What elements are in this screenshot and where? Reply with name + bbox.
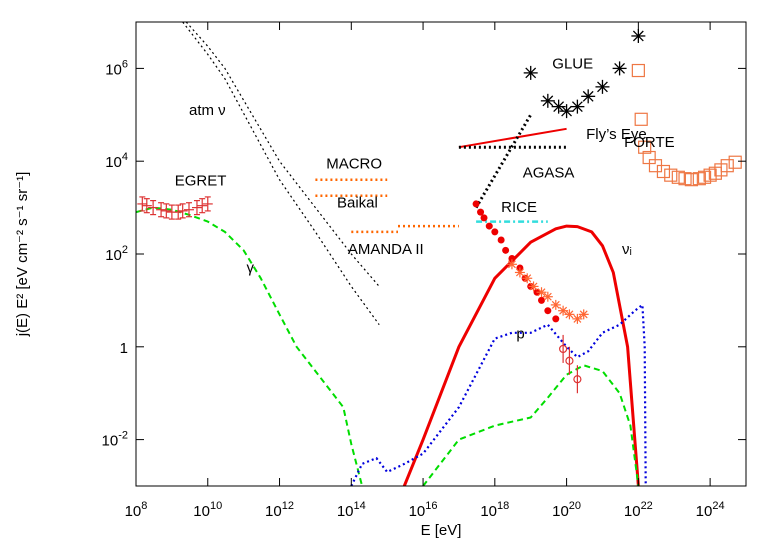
series-atm1 <box>185 22 380 287</box>
annotation-label: atm ν <box>189 102 226 119</box>
point-forte <box>692 172 706 186</box>
point-forte <box>728 155 742 169</box>
point-glue <box>581 89 596 104</box>
y-tick-label: 104 <box>105 151 128 171</box>
point-uhecr_red <box>538 296 546 304</box>
point-uhecr_tail <box>573 365 582 394</box>
y-axis-label: j(E) E² [eV cm⁻² s⁻¹ sr⁻¹] <box>14 172 31 338</box>
point-egret <box>191 200 202 216</box>
point-forte <box>703 168 717 182</box>
point-glue <box>631 28 646 43</box>
series-layer <box>136 22 647 486</box>
plot-frame <box>135 21 747 487</box>
point-glue <box>540 93 555 108</box>
annotation-layer: atm ν EGRET γ MACRO Baikal AMANDA II GLUE Fly’s… <box>175 55 675 342</box>
point-forte <box>631 63 645 78</box>
point-egret <box>148 200 159 216</box>
point-forte <box>671 170 685 184</box>
point-egret <box>177 203 188 219</box>
point-forte <box>638 140 652 154</box>
point-egret <box>197 198 208 214</box>
point-glue <box>612 61 627 76</box>
point-uhecr_orange <box>550 299 561 310</box>
series-gamma <box>136 206 364 486</box>
point-uhecr_red <box>497 236 505 244</box>
point-glue <box>559 104 574 119</box>
x-tick-label: 1010 <box>193 500 222 520</box>
point-egret <box>202 196 213 212</box>
annotation-label: MACRO <box>326 155 382 172</box>
point-uhecr_orange <box>528 281 539 292</box>
point-uhecr_red <box>472 200 480 208</box>
point-uhecr_red <box>485 222 493 230</box>
annotation-label: RICE <box>501 199 537 216</box>
annotation-label: Baikal <box>337 195 378 212</box>
point-uhecr_orange <box>506 259 517 270</box>
point-uhecr_red <box>544 307 552 315</box>
point-uhecr_red <box>491 228 499 236</box>
x-tick-label: 1012 <box>265 500 294 520</box>
ticks-layer: 108 1010 1012 1014 1016 1018 1020 1022 1024 10-2 1… <box>102 22 746 520</box>
point-glue <box>551 99 566 114</box>
x-tick-label: 108 <box>125 500 148 520</box>
point-uhecr_orange <box>564 309 575 320</box>
point-glue <box>570 99 585 114</box>
point-uhecr_red <box>480 214 488 222</box>
annotation-label: AMANDA II <box>348 241 424 258</box>
x-tick-label: 1014 <box>337 500 366 520</box>
point-egret <box>161 203 172 219</box>
x-axis-label: E [eV] <box>421 522 462 539</box>
annotation-label: EGRET <box>175 172 227 189</box>
y-tick-label: 1 <box>120 340 128 357</box>
point-uhecr_tail <box>565 346 574 375</box>
point-uhecr_orange <box>578 309 589 320</box>
annotation-label: νᵢ <box>622 241 632 258</box>
y-tick-label: 10-2 <box>102 430 128 450</box>
series-p <box>350 303 647 486</box>
series-glue_limit <box>474 114 532 209</box>
x-tick-label: 1018 <box>480 500 509 520</box>
point-glue <box>595 79 610 94</box>
series-nu_i <box>402 224 640 486</box>
x-tick-label: 1022 <box>624 500 653 520</box>
series-flys_eye <box>458 127 567 149</box>
point-uhecr_red <box>552 315 560 323</box>
point-forte <box>720 159 734 173</box>
point-uhecr_orange <box>572 313 583 324</box>
point-uhecr_orange <box>542 291 553 302</box>
x-tick-label: 1016 <box>409 500 438 520</box>
point-uhecr_red <box>502 246 510 254</box>
y-tick-label: 106 <box>105 58 128 78</box>
annotation-label: γ <box>246 259 254 276</box>
x-tick-label: 1024 <box>696 500 725 520</box>
y-tick-label: 102 <box>105 244 128 264</box>
point-forte <box>664 168 678 182</box>
annotation-label: Fly’s Eye <box>586 126 647 143</box>
point-forte <box>656 164 671 179</box>
point-glue <box>523 65 538 80</box>
point-uhecr_red <box>508 254 516 262</box>
point-egret <box>141 198 152 214</box>
point-uhecr_orange <box>522 273 533 284</box>
annotation-label: FORTE <box>624 134 675 151</box>
point-egret <box>156 202 167 218</box>
annotation-label: AGASA <box>523 164 575 181</box>
point-uhecr_orange <box>514 267 525 278</box>
annotation-label: GLUE <box>552 55 593 72</box>
point-egret <box>173 204 184 220</box>
annotation-label: p <box>516 326 524 343</box>
point-forte <box>634 112 648 126</box>
x-tick-label: 1020 <box>552 500 581 520</box>
points-layer <box>137 28 742 394</box>
series-atm2 <box>182 22 380 326</box>
point-egret <box>184 202 195 218</box>
point-forte <box>684 173 698 187</box>
point-uhecr_tail <box>559 334 568 363</box>
series-cosmo_gamma <box>422 364 640 486</box>
point-uhecr_orange <box>536 287 547 298</box>
point-egret <box>137 196 148 212</box>
point-uhecr_red <box>477 208 485 216</box>
